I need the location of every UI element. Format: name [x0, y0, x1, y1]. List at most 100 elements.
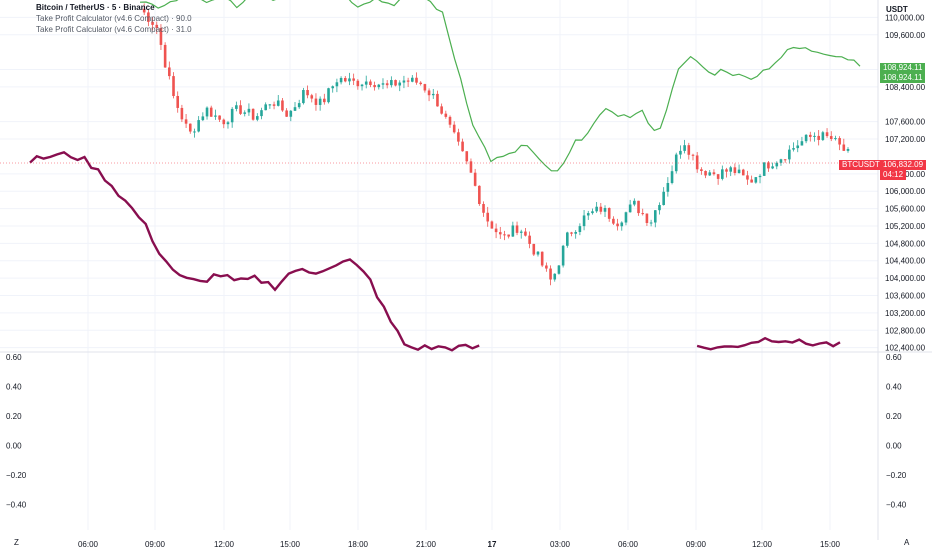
osc-tick-label-left: −0.20	[6, 471, 27, 480]
candle-body	[804, 134, 808, 142]
price-tick-label: 106,000.00	[885, 187, 926, 196]
candle-body	[658, 205, 661, 211]
candle-body	[222, 119, 226, 125]
candle-body	[260, 110, 263, 117]
candle-body	[377, 84, 381, 88]
candle-body	[633, 200, 636, 205]
time-tick-label: 06:00	[618, 540, 639, 549]
candle-body	[197, 120, 200, 132]
candle-body	[155, 24, 159, 28]
candle-body	[398, 82, 402, 86]
candle-body	[620, 222, 624, 227]
candle-body	[142, 8, 146, 13]
candle-body	[323, 98, 326, 103]
candle-body	[478, 185, 481, 204]
indicator-line-purple	[29, 150, 841, 352]
candle-body	[457, 132, 460, 142]
candle-body	[603, 208, 607, 212]
osc-tick-label-right: 0.20	[886, 412, 902, 421]
candle-body	[168, 67, 171, 77]
candle-body	[645, 213, 649, 223]
oscillator-axis-left: 0.60 0.40 0.20 0.00 −0.20 −0.40	[6, 353, 27, 510]
price-tick-label: 105,200.00	[885, 222, 926, 231]
green-price-tag-1: 108,924.11	[880, 63, 926, 73]
candle-body	[498, 232, 502, 235]
candle-body	[570, 232, 573, 234]
candle-body	[419, 82, 422, 85]
time-tick-label: 12:00	[752, 540, 773, 549]
time-tick-label: 15:00	[280, 540, 301, 549]
candle-body	[553, 273, 557, 280]
candle-body	[846, 148, 850, 151]
candle-body	[436, 93, 439, 107]
candle-body	[402, 80, 406, 83]
candle-body	[737, 169, 741, 174]
candle-body	[172, 76, 175, 96]
grid	[0, 0, 878, 530]
candle-body	[528, 235, 531, 244]
candle-body	[193, 131, 196, 133]
indicator-line-green	[139, 0, 861, 172]
candle-body	[817, 135, 820, 140]
candle-body	[540, 251, 544, 266]
candle-body	[561, 245, 565, 266]
candle-body	[750, 179, 753, 183]
candle-body	[415, 77, 418, 83]
symbol-tag: BTCUSDT	[839, 160, 883, 170]
candle-body	[473, 172, 477, 186]
candle-body	[205, 107, 209, 117]
symbol-title[interactable]: Bitcoin / TetherUS · 5 · Binance	[36, 3, 155, 12]
osc-tick-label-left: 0.60	[6, 353, 22, 362]
price-tick-label: 107,600.00	[885, 118, 926, 127]
indicator-2-label[interactable]: Take Profit Calculator (v4.6 Compact) · …	[36, 25, 192, 34]
candle-body	[808, 134, 812, 137]
candle-body	[674, 154, 678, 172]
candle-body	[176, 95, 180, 108]
candle-body	[838, 138, 841, 145]
candle-body	[230, 108, 234, 123]
candle-body	[348, 78, 351, 82]
candle-body	[762, 162, 766, 176]
candle-body	[385, 83, 389, 86]
candle-body	[356, 80, 360, 87]
candle-body	[670, 171, 674, 183]
candle-body	[293, 107, 297, 111]
candle-body	[461, 141, 464, 152]
currency-label[interactable]: USDT	[886, 5, 908, 14]
candle-body	[226, 122, 230, 125]
candle-body	[327, 88, 330, 103]
candle-body	[364, 81, 368, 85]
candle-body	[771, 166, 774, 169]
price-tick-label: 102,800.00	[885, 326, 926, 335]
indicator-1-label[interactable]: Take Profit Calculator (v4.6 Compact) · …	[36, 14, 192, 23]
candle-body	[779, 159, 783, 163]
candle-body	[373, 85, 376, 88]
auto-scale-left[interactable]: Z	[14, 538, 19, 547]
candle-body	[318, 98, 322, 105]
price-tick-label: 110,000.00	[885, 13, 925, 22]
auto-scale-right[interactable]: A	[904, 538, 910, 547]
candle-body	[695, 155, 699, 170]
candle-body	[268, 104, 272, 106]
osc-tick-label-left: −0.40	[6, 501, 27, 510]
countdown-tag: 04:12	[880, 170, 907, 180]
time-tick-label: 18:00	[348, 540, 369, 549]
candle-body	[821, 132, 825, 140]
candle-body	[704, 170, 707, 176]
candle-body	[494, 228, 498, 233]
candle-body	[796, 145, 800, 149]
candle-body	[381, 83, 385, 85]
candles	[142, 3, 850, 286]
candle-body	[256, 116, 259, 120]
candle-body	[746, 175, 749, 180]
candle-body	[687, 145, 691, 155]
osc-tick-label-right: 0.00	[886, 442, 902, 451]
osc-tick-label-right: −0.20	[886, 471, 907, 480]
candle-body	[716, 174, 720, 179]
oscillator-axis-right: 0.60 0.40 0.20 0.00 −0.20 −0.40	[886, 353, 907, 510]
candle-body	[490, 221, 494, 229]
time-tick-label: 03:00	[550, 540, 571, 549]
candle-body	[721, 169, 724, 179]
candle-body	[180, 107, 184, 120]
